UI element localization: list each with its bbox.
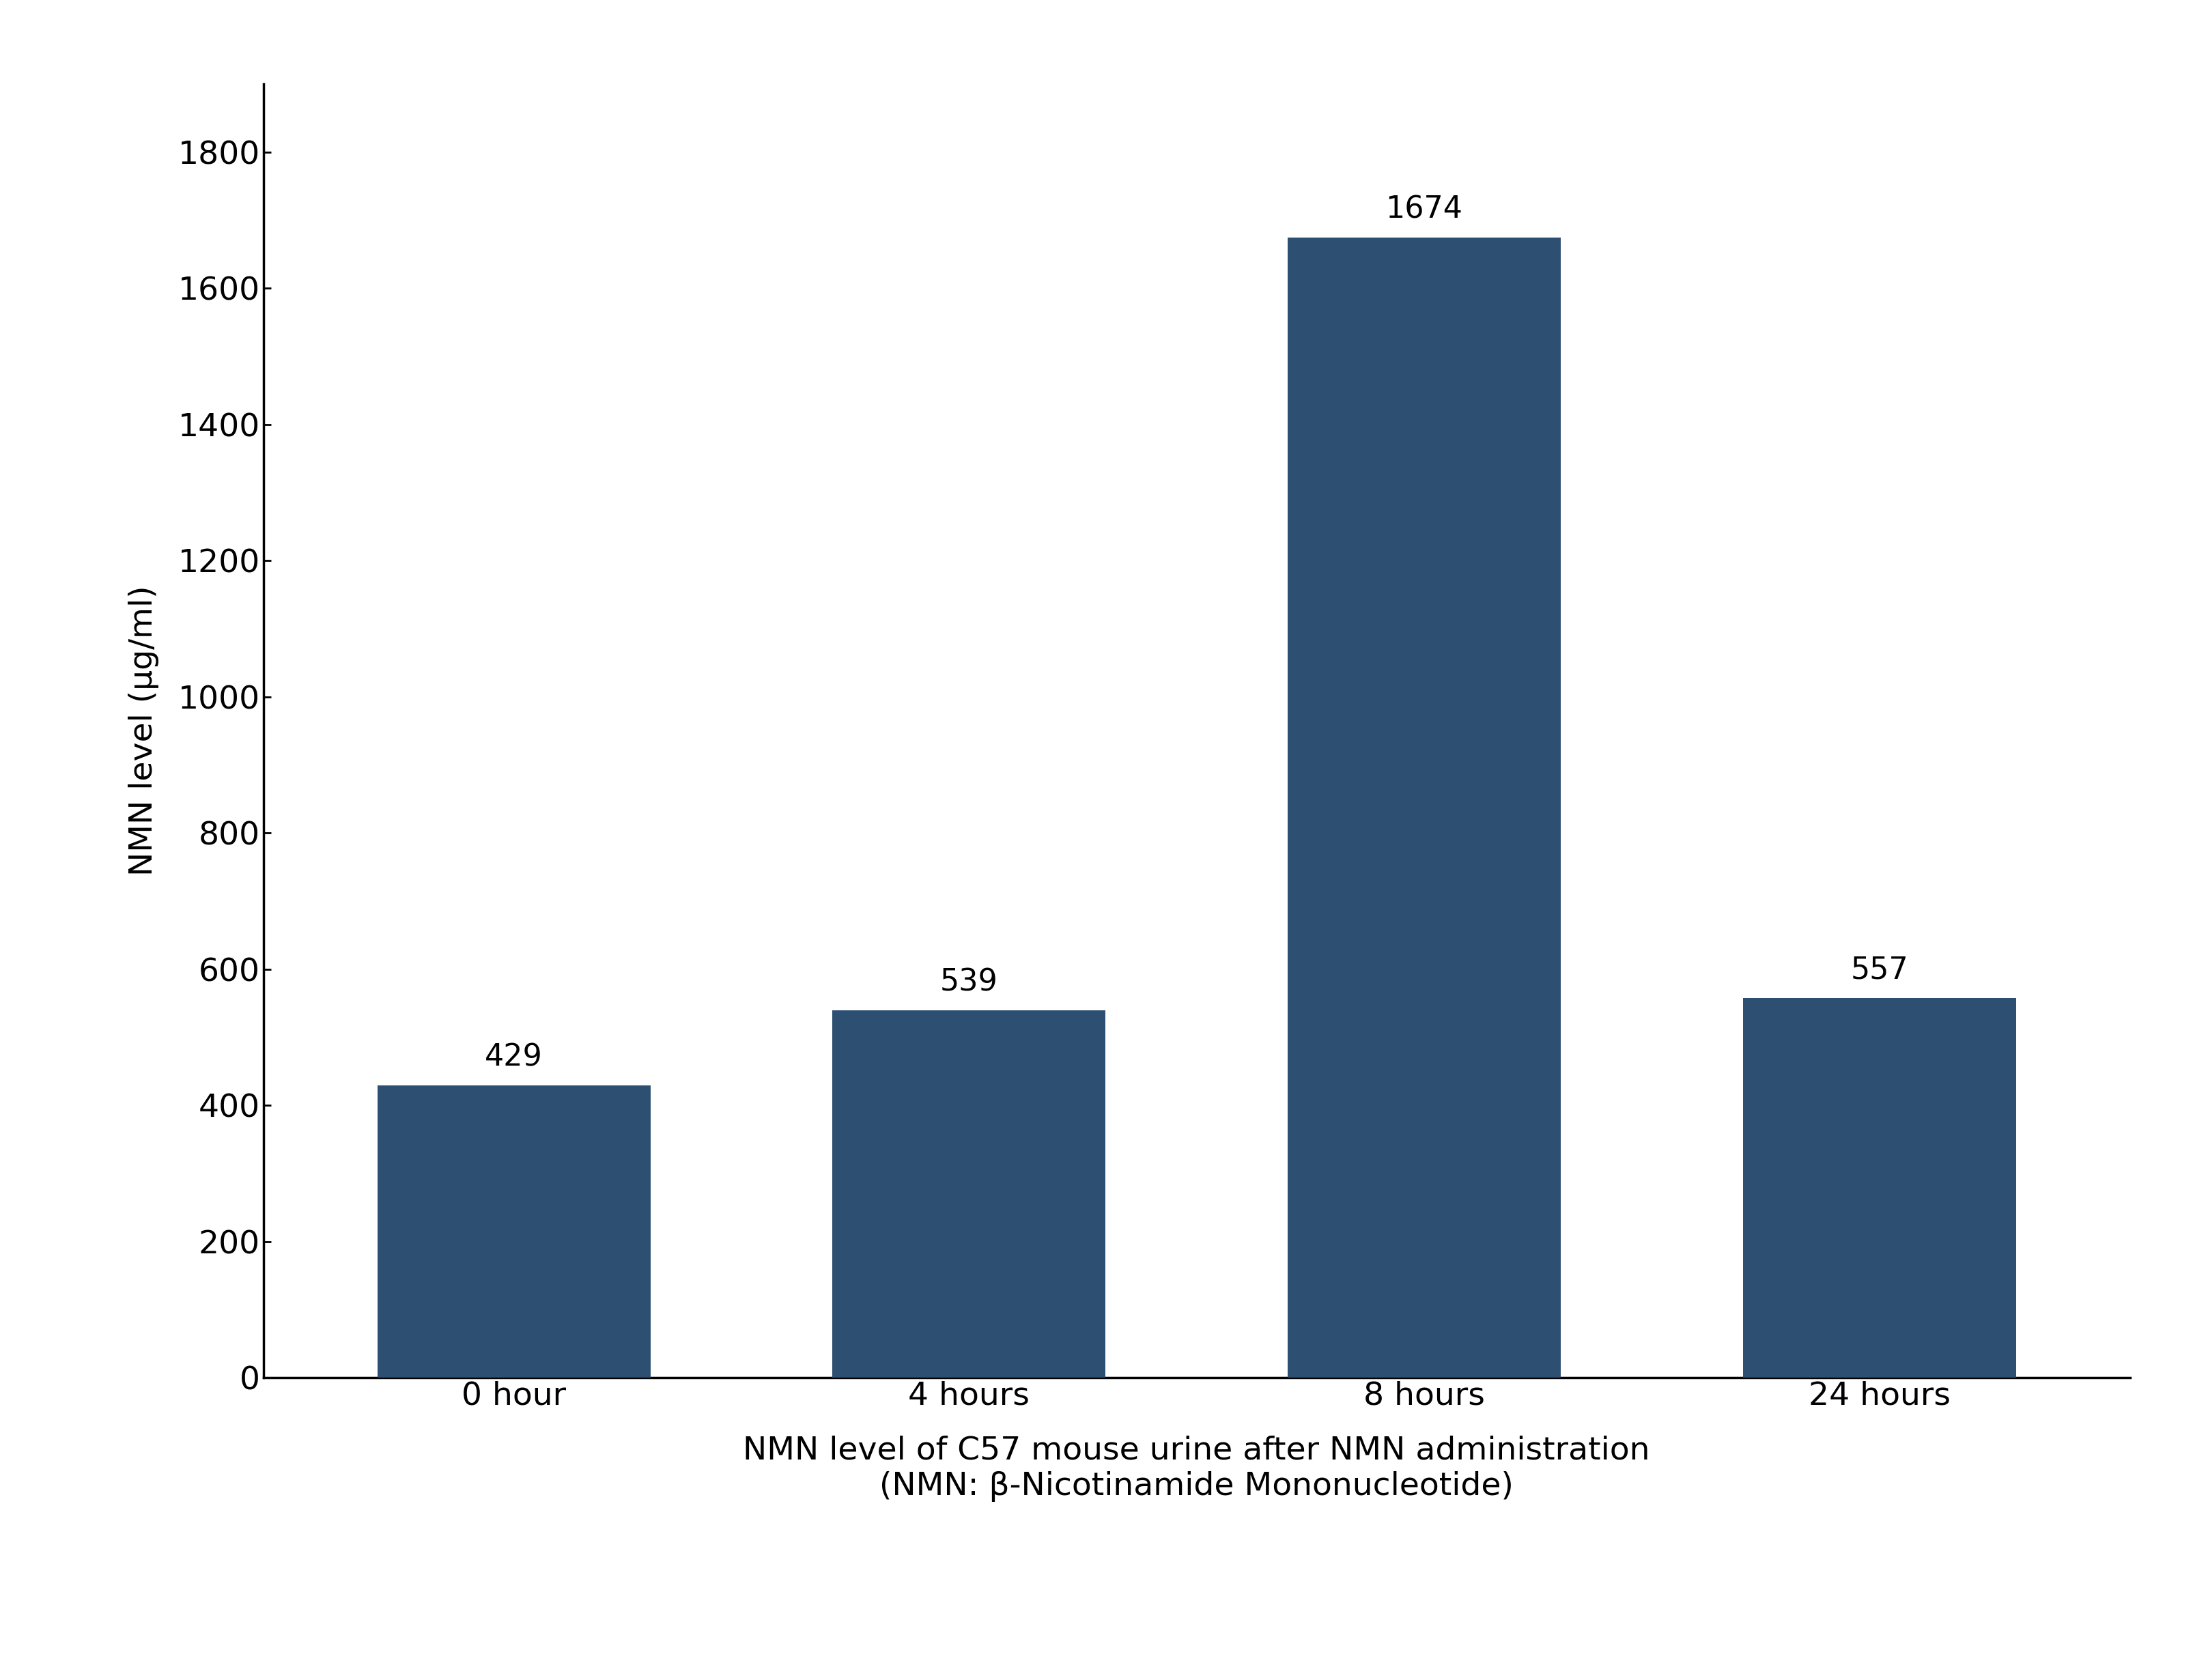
Bar: [378, 1085, 650, 1378]
Text: 557: 557: [1850, 956, 1907, 984]
Text: 429: 429: [485, 1043, 542, 1072]
X-axis label: NMN level of C57 mouse urine after NMN administration
(NMN: β-Nicotinamide Monon: NMN level of C57 mouse urine after NMN a…: [742, 1435, 1651, 1502]
Bar: [1286, 239, 1561, 1378]
Text: 539: 539: [939, 968, 999, 996]
Y-axis label: NMN level (µg/ml): NMN level (µg/ml): [127, 586, 158, 875]
Bar: [1743, 998, 2015, 1378]
Text: 1674: 1674: [1385, 195, 1462, 223]
Bar: [832, 1011, 1106, 1378]
